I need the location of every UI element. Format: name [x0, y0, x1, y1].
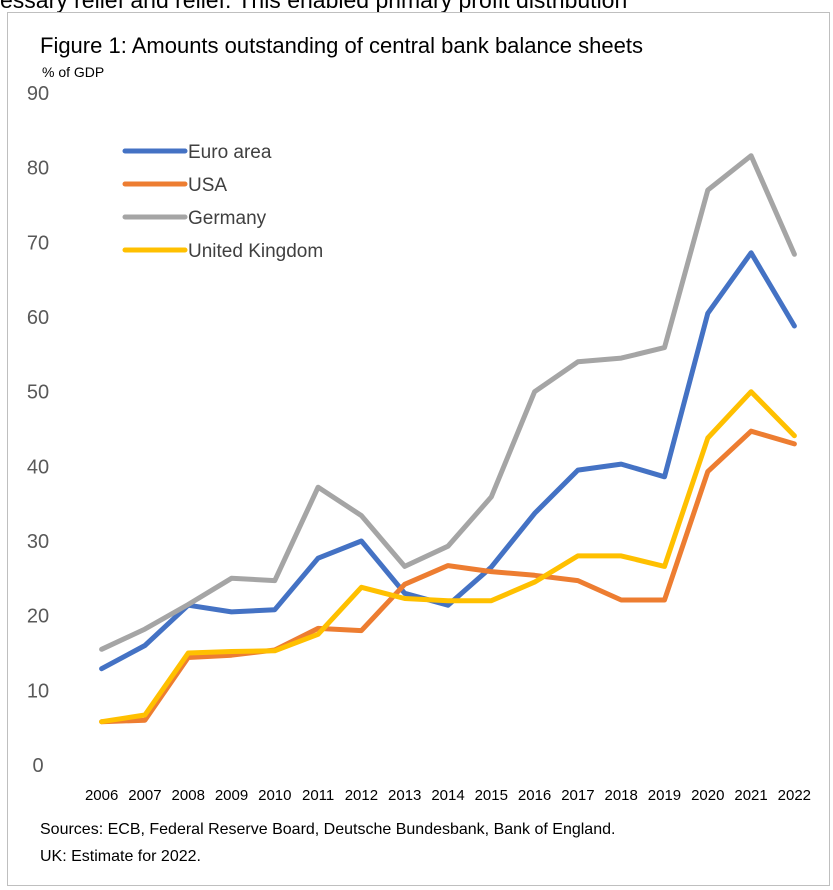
x-tick-label: 2011 — [302, 787, 334, 804]
y-tick-label: 0 — [32, 755, 43, 777]
x-tick-label: 2009 — [215, 787, 248, 804]
legend: Euro area USA Germany United Kingdom — [122, 142, 323, 262]
series-line-united-kingdom — [99, 389, 797, 725]
x-tick-label: 2007 — [128, 787, 161, 804]
source-note: Sources: ECB, Federal Reserve Board, Deu… — [40, 821, 615, 838]
y-tick-label: 10 — [27, 680, 49, 702]
series-line-germany — [99, 153, 797, 652]
x-tick-label: 2014 — [431, 787, 464, 804]
chart-title: Figure 1: Amounts outstanding of central… — [40, 33, 643, 58]
estimate-note: UK: Estimate for 2022. — [40, 848, 201, 865]
y-tick-label: 90 — [27, 83, 49, 105]
legend-label: USA — [188, 175, 227, 196]
series-line-usa — [99, 428, 797, 725]
x-tick-label: 2006 — [85, 787, 118, 804]
x-tick-label: 2016 — [518, 787, 551, 804]
series-lines — [99, 153, 797, 725]
x-tick-label: 2021 — [734, 787, 767, 804]
cropped-body-text: essary relief and relief. This enabled p… — [0, 0, 628, 13]
x-tick-label: 2020 — [691, 787, 724, 804]
x-tick-label: 2017 — [561, 787, 594, 804]
y-tick-label: 80 — [27, 158, 49, 180]
legend-label: United Kingdom — [188, 241, 323, 262]
x-tick-label: 2010 — [258, 787, 291, 804]
x-tick-label: 2022 — [778, 787, 811, 804]
legend-label: Euro area — [188, 142, 272, 163]
legend-label: Germany — [188, 208, 267, 229]
unit-label: % of GDP — [42, 64, 104, 80]
y-tick-label: 60 — [27, 307, 49, 329]
y-axis: 0 10 20 30 40 50 60 70 80 90 — [27, 83, 49, 777]
x-tick-label: 2008 — [172, 787, 205, 804]
y-tick-label: 70 — [27, 232, 49, 254]
x-tick-label: 2012 — [345, 787, 378, 804]
y-tick-label: 40 — [27, 456, 49, 478]
x-tick-label: 2015 — [475, 787, 508, 804]
chart-frame — [7, 12, 830, 886]
y-tick-label: 20 — [27, 606, 49, 628]
x-tick-label: 2018 — [604, 787, 637, 804]
x-tick-label: 2013 — [388, 787, 421, 804]
y-tick-label: 30 — [27, 531, 49, 553]
x-tick-label: 2019 — [648, 787, 681, 804]
x-axis: 2006 2007 2008 2009 2010 2011 2012 2013 2014 2015… — [85, 787, 811, 804]
y-tick-label: 50 — [27, 382, 49, 404]
series-line-euro-area — [99, 250, 797, 672]
